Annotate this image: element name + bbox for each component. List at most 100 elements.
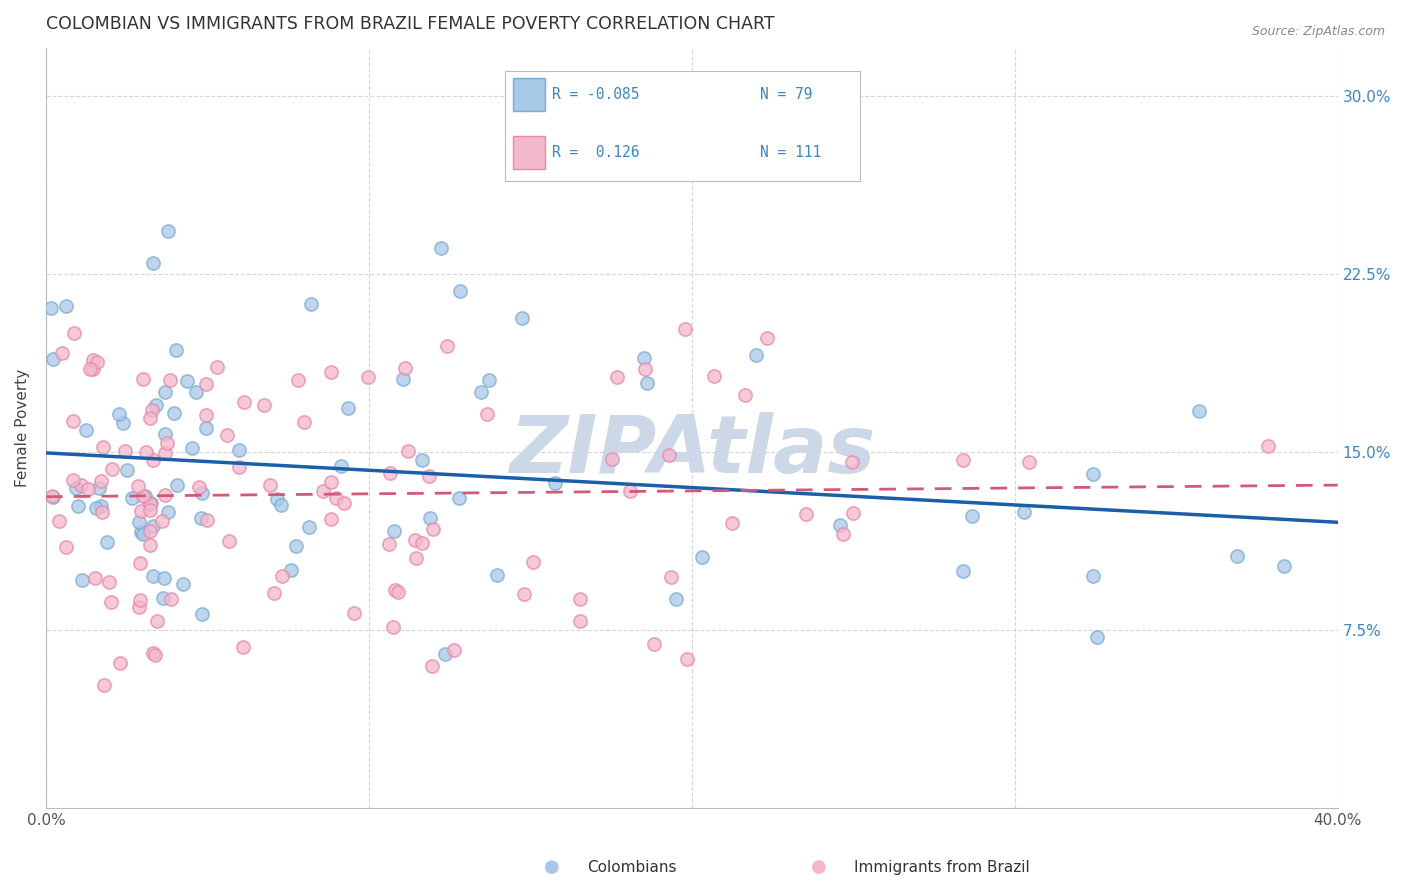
Point <box>138 538 160 552</box>
Text: Immigrants from Brazil: Immigrants from Brazil <box>853 860 1029 874</box>
Point <box>165 343 187 358</box>
Point <box>90 499 112 513</box>
Point <box>48 514 70 528</box>
Point <box>312 484 335 499</box>
Point <box>325 491 347 506</box>
Point <box>63 326 86 340</box>
Point <box>187 480 209 494</box>
Point <box>418 469 440 483</box>
Point <box>690 550 713 565</box>
Point <box>156 224 179 238</box>
Point <box>91 505 114 519</box>
Point <box>97 575 120 590</box>
Point <box>55 299 77 313</box>
Point <box>82 361 104 376</box>
Point <box>319 475 342 490</box>
Point <box>62 414 84 428</box>
Point <box>129 504 152 518</box>
Point <box>299 297 322 311</box>
Text: Source: ZipAtlas.com: Source: ZipAtlas.com <box>1251 25 1385 38</box>
Point <box>1188 404 1211 418</box>
Point <box>191 486 214 500</box>
Point <box>411 536 433 550</box>
Point <box>384 582 406 597</box>
Point <box>100 594 122 608</box>
Point <box>1272 558 1295 573</box>
Point <box>755 331 778 345</box>
Point <box>153 384 176 399</box>
Point <box>153 488 176 502</box>
Point <box>319 512 342 526</box>
Point <box>382 620 405 634</box>
Point <box>108 656 131 670</box>
Point <box>280 563 302 577</box>
Point <box>478 373 501 387</box>
Text: ●: ● <box>811 858 827 876</box>
Point <box>1226 549 1249 564</box>
Point <box>569 614 592 628</box>
Point <box>1257 439 1279 453</box>
Point <box>266 491 288 506</box>
Point <box>378 537 401 551</box>
Point <box>139 411 162 425</box>
Point <box>191 607 214 622</box>
Point <box>270 569 292 583</box>
Point <box>510 311 533 326</box>
Point <box>634 361 657 376</box>
Point <box>190 511 212 525</box>
Text: ZIPAtlas: ZIPAtlas <box>509 412 875 490</box>
Point <box>380 466 402 480</box>
Point <box>152 591 174 606</box>
Point <box>142 646 165 660</box>
Point <box>195 409 218 423</box>
Point <box>194 376 217 391</box>
Point <box>153 426 176 441</box>
Point <box>832 526 855 541</box>
Point <box>82 353 104 368</box>
Point <box>396 444 419 458</box>
Point <box>70 573 93 587</box>
Point <box>952 565 974 579</box>
Point <box>91 441 114 455</box>
Point <box>77 482 100 496</box>
Point <box>643 637 665 651</box>
Point <box>522 555 544 569</box>
Point <box>75 423 97 437</box>
Point <box>619 484 641 499</box>
Point <box>42 490 65 504</box>
Point <box>952 452 974 467</box>
Point <box>163 406 186 420</box>
Point <box>132 371 155 385</box>
Point <box>114 443 136 458</box>
Point <box>166 478 188 492</box>
Point <box>86 354 108 368</box>
Point <box>142 519 165 533</box>
Point <box>143 648 166 662</box>
Point <box>434 647 457 661</box>
Point <box>734 388 756 402</box>
Point <box>142 452 165 467</box>
Point <box>41 489 63 503</box>
Point <box>89 481 111 495</box>
Point <box>228 442 250 457</box>
Point <box>134 489 156 503</box>
Point <box>287 373 309 387</box>
Point <box>443 642 465 657</box>
Point <box>62 473 84 487</box>
Point <box>176 374 198 388</box>
Point <box>132 527 155 541</box>
Point <box>121 491 143 505</box>
Point <box>127 479 149 493</box>
Point <box>90 474 112 488</box>
Point <box>84 570 107 584</box>
Point <box>449 491 471 505</box>
Point <box>65 481 87 495</box>
Point <box>259 478 281 492</box>
Point <box>382 524 405 538</box>
Point <box>405 551 427 566</box>
Point <box>129 556 152 570</box>
Point <box>128 515 150 529</box>
Point <box>794 507 817 521</box>
Point <box>42 352 65 367</box>
Point <box>292 415 315 429</box>
